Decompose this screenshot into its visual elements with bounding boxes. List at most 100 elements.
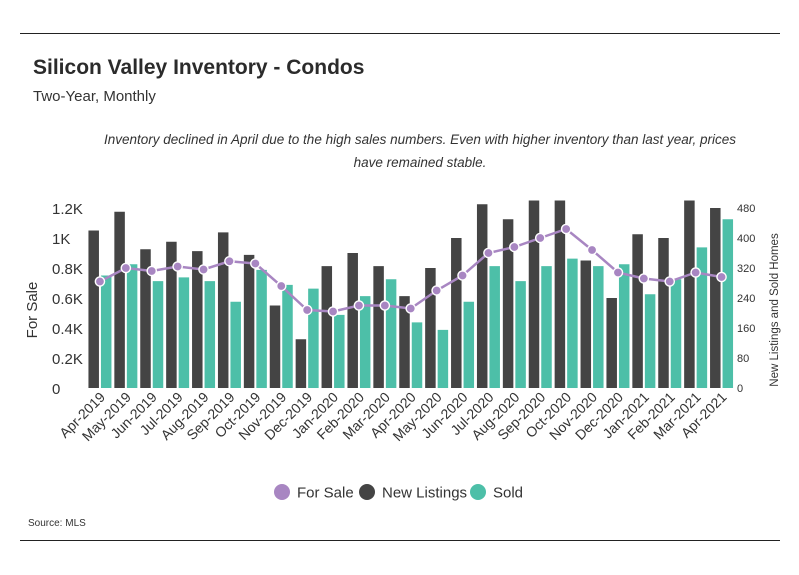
right-tick-label: 0 — [737, 383, 743, 395]
bar-new-listings-aug-2019 — [192, 251, 203, 389]
for-sale-point-aug-2020 — [509, 241, 520, 253]
bar-sold-mar-2020 — [385, 279, 397, 388]
bar-new-listings-oct-2020 — [554, 200, 566, 388]
for-sale-point-nov-2020 — [586, 244, 598, 256]
for-sale-point-feb-2020 — [353, 300, 365, 311]
chart-annotation: Inventory declined in April due to the h… — [103, 132, 737, 170]
bar-new-listings-apr-2020 — [399, 296, 410, 389]
for-sale-point-apr-2021 — [716, 271, 727, 283]
bar-new-listings-jul-2019 — [166, 241, 177, 388]
for-sale-point-sep-2020 — [534, 232, 546, 244]
bar-sold-may-2019 — [126, 264, 138, 388]
bar-new-listings-nov-2019 — [269, 305, 281, 388]
bar-sold-feb-2021 — [670, 279, 682, 388]
bar-sold-nov-2020 — [593, 266, 604, 389]
left-tick-label: 0.8K — [52, 261, 83, 278]
bar-sold-mar-2021 — [696, 247, 708, 389]
bar-sold-jun-2019 — [152, 281, 164, 389]
bar-new-listings-oct-2019 — [243, 254, 255, 389]
bar-new-listings-apr-2021 — [710, 208, 721, 388]
bar-sold-jul-2020 — [489, 266, 500, 389]
bar-new-listings-jul-2020 — [476, 204, 488, 388]
left-tick-label: 0.4K — [52, 321, 83, 338]
bar-sold-jan-2021 — [644, 294, 656, 388]
right-tick-label: 80 — [737, 353, 749, 365]
legend-item-sold: Sold — [470, 484, 523, 502]
chart-subtitle: Two-Year, Monthly — [33, 88, 156, 105]
chart-title: Silicon Valley Inventory - Condos — [33, 56, 365, 79]
legend-label: New Listings — [382, 485, 467, 502]
for-sale-point-may-2019 — [120, 262, 132, 274]
bar-sold-nov-2019 — [282, 284, 293, 389]
bar-new-listings-may-2020 — [425, 268, 436, 388]
bar-new-listings-sep-2019 — [217, 232, 229, 389]
bar-sold-aug-2020 — [515, 281, 526, 389]
for-sale-point-dec-2020 — [612, 267, 624, 278]
bar-new-listings-dec-2020 — [606, 298, 617, 388]
bar-sold-aug-2019 — [204, 281, 216, 389]
for-sale-point-mar-2021 — [690, 267, 701, 278]
left-tick-label: 0.6K — [52, 291, 83, 308]
bar-sold-apr-2019 — [100, 275, 112, 388]
for-sale-point-sep-2019 — [224, 255, 235, 267]
for-sale-line-layer — [94, 223, 727, 317]
for-sale-point-jun-2020 — [457, 270, 468, 281]
for-sale-point-may-2020 — [431, 285, 442, 296]
for-sale-point-jan-2020 — [327, 306, 339, 317]
legend-label: Sold — [493, 485, 523, 502]
right-tick-label: 240 — [737, 293, 755, 305]
left-axis-title: For Sale — [24, 282, 41, 339]
legend: For Sale New Listings Sold — [274, 484, 523, 502]
bar-new-listings-jan-2021 — [632, 234, 643, 388]
bar-sold-sep-2020 — [541, 266, 552, 389]
bar-new-listings-jan-2020 — [321, 266, 333, 389]
bar-new-listings-dec-2019 — [295, 339, 307, 388]
bar-new-listings-aug-2020 — [502, 219, 514, 388]
bar-new-listings-mar-2020 — [373, 266, 384, 389]
left-tick-label: 0 — [52, 381, 60, 398]
right-axis-title: New Listings and Sold Homes — [769, 233, 781, 387]
bar-sold-jan-2020 — [334, 314, 345, 389]
for-sale-point-feb-2021 — [664, 276, 676, 287]
bar-sold-sep-2019 — [230, 301, 241, 388]
for-sale-point-jul-2019 — [172, 261, 183, 272]
bar-new-listings-nov-2020 — [580, 260, 592, 388]
bar-sold-feb-2020 — [359, 296, 371, 389]
bar-sold-apr-2020 — [411, 322, 423, 389]
bar-new-listings-feb-2020 — [347, 253, 358, 388]
legend-swatch — [359, 484, 375, 500]
bottom-rule — [20, 540, 780, 541]
bar-new-listings-jun-2020 — [451, 238, 462, 388]
bar-new-listings-sep-2020 — [528, 200, 540, 388]
bar-sold-may-2020 — [437, 329, 449, 389]
bar-new-listings-jun-2019 — [140, 249, 151, 388]
for-sale-point-jan-2021 — [638, 273, 650, 284]
legend-item-new-listings: New Listings — [359, 484, 467, 502]
for-sale-point-jul-2020 — [483, 247, 494, 259]
bar-new-listings-mar-2021 — [684, 200, 695, 388]
for-sale-point-apr-2020 — [405, 303, 417, 314]
for-sale-point-dec-2019 — [301, 304, 313, 316]
top-rule — [20, 33, 780, 34]
for-sale-point-aug-2019 — [198, 264, 209, 275]
bar-sold-apr-2021 — [722, 219, 734, 388]
bar-sold-dec-2020 — [618, 264, 630, 388]
for-sale-point-oct-2019 — [250, 258, 261, 269]
legend-swatch — [274, 484, 290, 500]
for-sale-point-nov-2019 — [275, 280, 287, 292]
legend-swatch — [470, 484, 486, 500]
bar-sold-dec-2019 — [308, 288, 319, 389]
right-tick-label: 480 — [737, 203, 755, 215]
bars-layer — [88, 200, 734, 389]
right-tick-label: 320 — [737, 263, 755, 275]
for-sale-point-apr-2019 — [94, 276, 106, 287]
left-tick-label: 1.2K — [52, 201, 83, 218]
legend-item-for-sale: For Sale — [274, 484, 354, 502]
bar-sold-oct-2019 — [256, 269, 267, 389]
bar-sold-jun-2020 — [463, 301, 475, 388]
left-tick-label: 1K — [52, 231, 70, 248]
for-sale-point-jun-2019 — [146, 265, 158, 277]
source-note: Source: MLS — [28, 518, 86, 529]
right-tick-label: 160 — [737, 323, 755, 335]
